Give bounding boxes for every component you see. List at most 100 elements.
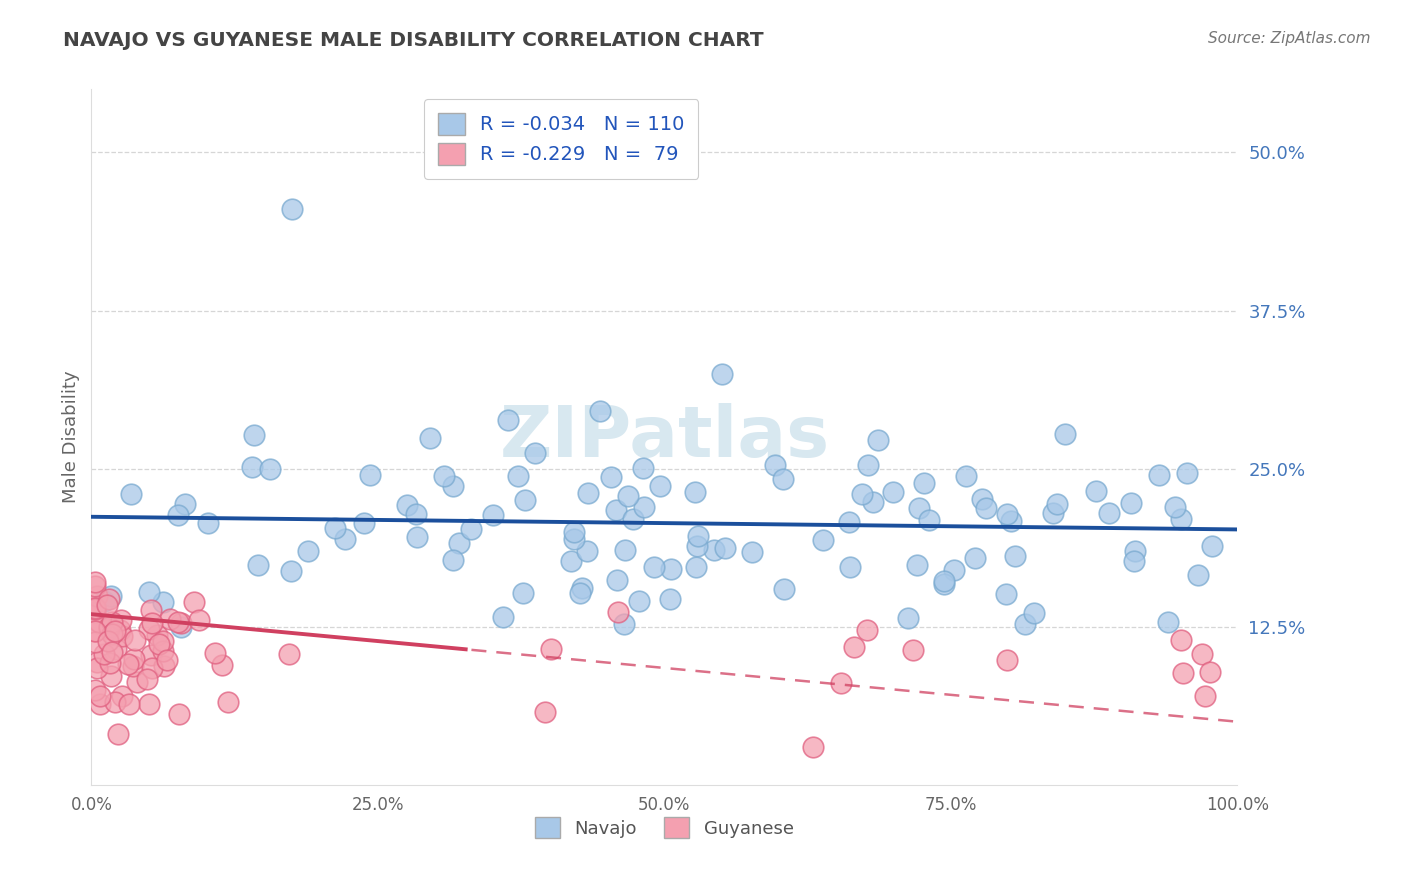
Text: Source: ZipAtlas.com: Source: ZipAtlas.com xyxy=(1208,31,1371,46)
Point xyxy=(139,603,162,617)
Point xyxy=(575,544,598,558)
Point xyxy=(159,611,181,625)
Point xyxy=(83,579,105,593)
Point xyxy=(571,581,593,595)
Point xyxy=(607,605,630,619)
Point xyxy=(772,472,794,486)
Point xyxy=(166,615,188,630)
Point xyxy=(901,642,924,657)
Point xyxy=(127,674,149,689)
Point xyxy=(882,484,904,499)
Point xyxy=(323,521,346,535)
Point xyxy=(104,695,127,709)
Point xyxy=(633,500,655,515)
Point xyxy=(614,542,637,557)
Point xyxy=(98,620,121,634)
Point xyxy=(84,602,107,616)
Point xyxy=(124,632,146,647)
Point xyxy=(862,495,884,509)
Point xyxy=(359,467,381,482)
Point xyxy=(623,512,645,526)
Point xyxy=(995,507,1018,521)
Point xyxy=(83,683,105,698)
Point xyxy=(492,610,515,624)
Point xyxy=(169,616,191,631)
Point xyxy=(600,469,623,483)
Point xyxy=(741,545,763,559)
Point xyxy=(908,501,931,516)
Point xyxy=(396,498,419,512)
Point xyxy=(197,516,219,530)
Point xyxy=(188,613,211,627)
Point xyxy=(405,507,427,521)
Point xyxy=(934,574,956,589)
Point xyxy=(104,624,127,639)
Point xyxy=(217,696,239,710)
Point xyxy=(856,623,879,637)
Point xyxy=(166,508,188,523)
Point xyxy=(280,564,302,578)
Point xyxy=(1123,554,1146,568)
Point xyxy=(122,659,145,673)
Point xyxy=(801,739,824,754)
Text: NAVAJO VS GUYANESE MALE DISABILITY CORRELATION CHART: NAVAJO VS GUYANESE MALE DISABILITY CORRE… xyxy=(63,31,763,50)
Point xyxy=(866,433,889,447)
Point xyxy=(93,593,115,607)
Point xyxy=(897,610,920,624)
Point xyxy=(912,475,935,490)
Point xyxy=(714,541,737,555)
Y-axis label: Male Disability: Male Disability xyxy=(62,371,80,503)
Point xyxy=(152,595,174,609)
Point xyxy=(89,616,111,631)
Point xyxy=(627,594,650,608)
Point xyxy=(943,563,966,577)
Point xyxy=(1164,500,1187,515)
Point xyxy=(1119,496,1142,510)
Point xyxy=(858,458,880,472)
Point xyxy=(481,508,503,522)
Point xyxy=(763,458,786,473)
Point xyxy=(86,656,108,670)
Point xyxy=(141,661,163,675)
Point xyxy=(83,624,105,639)
Point xyxy=(183,594,205,608)
Point xyxy=(1191,648,1213,662)
Point xyxy=(995,653,1018,667)
Point xyxy=(98,657,121,671)
Point xyxy=(117,657,139,671)
Point xyxy=(560,554,582,568)
Point xyxy=(83,605,105,619)
Point xyxy=(631,461,654,475)
Point xyxy=(100,669,122,683)
Point xyxy=(974,500,997,515)
Point xyxy=(441,553,464,567)
Point xyxy=(135,672,157,686)
Point xyxy=(83,624,105,639)
Point xyxy=(995,587,1018,601)
Point xyxy=(108,623,131,637)
Point xyxy=(240,460,263,475)
Point xyxy=(932,576,955,591)
Point xyxy=(353,516,375,530)
Point xyxy=(613,617,636,632)
Point xyxy=(152,644,174,658)
Point xyxy=(97,633,120,648)
Point xyxy=(830,675,852,690)
Point xyxy=(89,615,111,630)
Point xyxy=(1170,512,1192,526)
Point xyxy=(83,600,105,615)
Point xyxy=(512,585,534,599)
Point xyxy=(562,524,585,539)
Point xyxy=(107,727,129,741)
Point xyxy=(1054,426,1077,441)
Point xyxy=(851,487,873,501)
Point xyxy=(141,648,163,662)
Point xyxy=(506,469,529,483)
Point xyxy=(1046,496,1069,510)
Point xyxy=(138,622,160,636)
Point xyxy=(659,562,682,576)
Point xyxy=(1157,615,1180,629)
Point xyxy=(838,515,860,529)
Point xyxy=(83,574,105,589)
Point xyxy=(110,613,132,627)
